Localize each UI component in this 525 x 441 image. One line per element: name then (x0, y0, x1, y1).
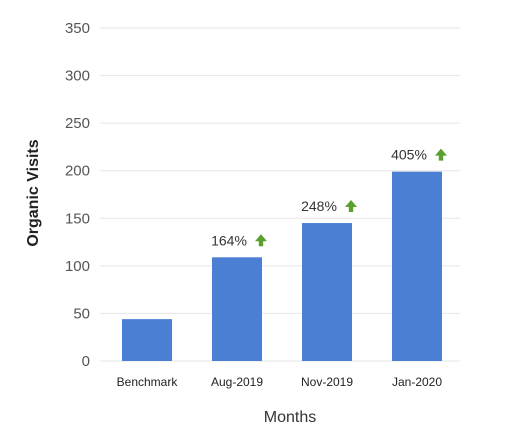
bar (392, 171, 442, 361)
bar (212, 257, 262, 361)
y-tick-label: 200 (65, 163, 90, 180)
y-axis-title: Organic Visits (25, 139, 42, 246)
y-tick-label: 0 (82, 353, 90, 370)
x-axis-title: Months (264, 409, 316, 426)
bars (122, 171, 442, 361)
arrow-up-icon (435, 148, 447, 161)
x-tick-label: Aug-2019 (211, 375, 263, 389)
data-label: 405% (391, 147, 427, 163)
x-tick-label: Benchmark (117, 375, 179, 389)
y-tick-label: 150 (65, 210, 90, 227)
y-tick-label: 350 (65, 20, 90, 37)
data-labels: 164% 248% 405% (211, 147, 447, 248)
data-label: 164% (211, 232, 247, 248)
x-tick-label: Nov-2019 (301, 375, 353, 389)
y-tick-label: 250 (65, 115, 90, 132)
arrow-up-icon (345, 200, 357, 213)
y-axis-ticks: 0 50 100 150 200 250 300 350 (65, 20, 90, 370)
gridlines (100, 27, 460, 362)
bar (302, 223, 352, 361)
x-axis-categories: Benchmark Aug-2019 Nov-2019 Jan-2020 (117, 375, 443, 389)
x-tick-label: Jan-2020 (392, 375, 442, 389)
y-tick-label: 300 (65, 68, 90, 85)
bar (122, 319, 172, 361)
y-tick-label: 50 (73, 305, 90, 322)
data-label: 248% (301, 198, 337, 214)
y-tick-label: 100 (65, 258, 90, 275)
arrow-up-icon (255, 234, 267, 247)
